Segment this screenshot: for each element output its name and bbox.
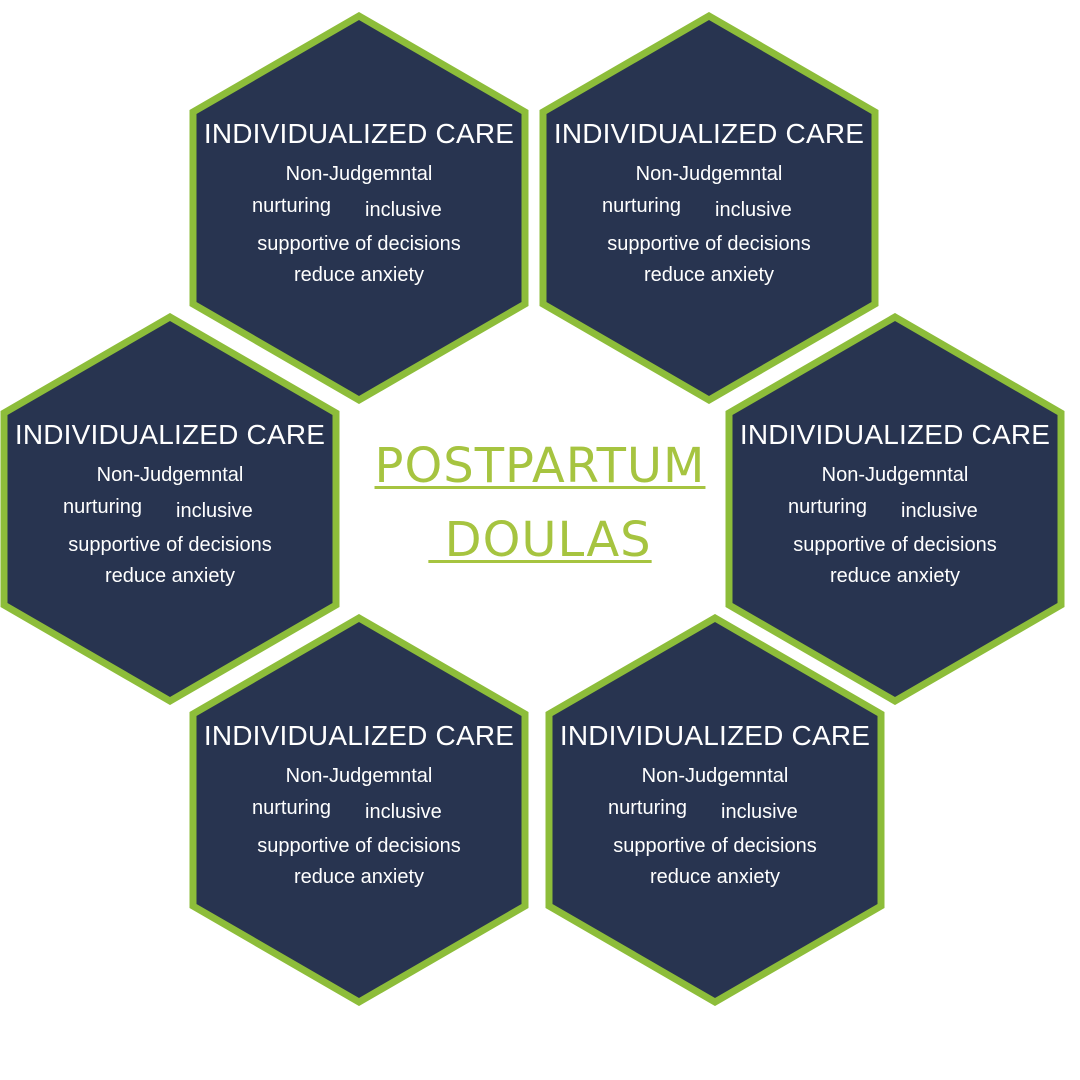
hexagon-line-non-judgemental: Non-Judgemntal <box>641 765 789 787</box>
hexagon-word-nurturing: nurturing <box>602 195 681 217</box>
hexagon-content: INDIVIDUALIZED CARE Non-Judgemntal nurtu… <box>0 313 340 705</box>
hexagon-shape <box>725 313 1065 705</box>
hexagon-word-inclusive: inclusive <box>365 801 442 823</box>
hexagon-line-supportive: supportive of decisions <box>613 835 817 857</box>
hexagon-word-inclusive: inclusive <box>176 500 253 522</box>
hexagon-title: INDIVIDUALIZED CARE <box>559 720 871 751</box>
hexagon-top-right: INDIVIDUALIZED CARE Non-Judgemntal nurtu… <box>539 12 879 404</box>
hexagon-line-supportive: supportive of decisions <box>793 534 997 556</box>
hexagon-line-reduce-anxiety: reduce anxiety <box>643 264 775 286</box>
hexagon-title: INDIVIDUALIZED CARE <box>739 419 1051 450</box>
hexagon-title: INDIVIDUALIZED CARE <box>14 419 326 450</box>
hexagon-line-supportive: supportive of decisions <box>68 534 272 556</box>
hexagon-shape <box>545 614 885 1006</box>
hexagon-word-nurturing: nurturing <box>252 797 331 819</box>
hexagon-content: INDIVIDUALIZED CARE Non-Judgemntal nurtu… <box>189 12 529 404</box>
hexagon-middle-left: INDIVIDUALIZED CARE Non-Judgemntal nurtu… <box>0 313 340 705</box>
hexagon-word-inclusive: inclusive <box>715 199 792 221</box>
hexagon-line-non-judgemental: Non-Judgemntal <box>635 163 783 185</box>
hexagon-line-reduce-anxiety: reduce anxiety <box>649 866 781 888</box>
hexagon-line-non-judgemental: Non-Judgemntal <box>285 765 433 787</box>
hexagon-line-reduce-anxiety: reduce anxiety <box>104 565 236 587</box>
hexagon-word-inclusive: inclusive <box>901 500 978 522</box>
hexagon-content: INDIVIDUALIZED CARE Non-Judgemntal nurtu… <box>539 12 879 404</box>
hexagon-word-nurturing: nurturing <box>63 496 142 518</box>
hexagon-top-left: INDIVIDUALIZED CARE Non-Judgemntal nurtu… <box>189 12 529 404</box>
hexagon-word-nurturing: nurturing <box>608 797 687 819</box>
hexagon-content: INDIVIDUALIZED CARE Non-Judgemntal nurtu… <box>189 614 529 1006</box>
hexagon-word-nurturing: nurturing <box>252 195 331 217</box>
hexagon-line-non-judgemental: Non-Judgemntal <box>285 163 433 185</box>
hexagon-title: INDIVIDUALIZED CARE <box>553 118 865 149</box>
hexagon-line-reduce-anxiety: reduce anxiety <box>293 866 425 888</box>
hexagon-line-reduce-anxiety: reduce anxiety <box>829 565 961 587</box>
hexagon-title: INDIVIDUALIZED CARE <box>203 720 515 751</box>
hexagon-word-inclusive: inclusive <box>721 801 798 823</box>
hexagon-title: INDIVIDUALIZED CARE <box>203 118 515 149</box>
hexagon-content: INDIVIDUALIZED CARE Non-Judgemntal nurtu… <box>545 614 885 1006</box>
center-title-line-1: POSTPARTUM <box>374 438 706 494</box>
hexagon-shape <box>0 313 340 705</box>
hexagon-middle-right: INDIVIDUALIZED CARE Non-Judgemntal nurtu… <box>725 313 1065 705</box>
hexagon-shape <box>189 614 529 1006</box>
hexagon-content: INDIVIDUALIZED CARE Non-Judgemntal nurtu… <box>725 313 1065 705</box>
hexagon-bottom-right: INDIVIDUALIZED CARE Non-Judgemntal nurtu… <box>545 614 885 1006</box>
hexagon-shape <box>539 12 879 404</box>
hexagon-line-supportive: supportive of decisions <box>257 233 461 255</box>
hexagon-line-supportive: supportive of decisions <box>607 233 811 255</box>
hexagon-bottom-left: INDIVIDUALIZED CARE Non-Judgemntal nurtu… <box>189 614 529 1006</box>
hexagon-line-non-judgemental: Non-Judgemntal <box>821 464 969 486</box>
hexagon-line-non-judgemental: Non-Judgemntal <box>96 464 244 486</box>
center-title-line-2: DOULAS <box>428 512 652 568</box>
hexagon-word-nurturing: nurturing <box>788 496 867 518</box>
hexagon-shape <box>189 12 529 404</box>
hexagon-word-inclusive: inclusive <box>365 199 442 221</box>
hexagon-line-supportive: supportive of decisions <box>257 835 461 857</box>
hexagon-line-reduce-anxiety: reduce anxiety <box>293 264 425 286</box>
